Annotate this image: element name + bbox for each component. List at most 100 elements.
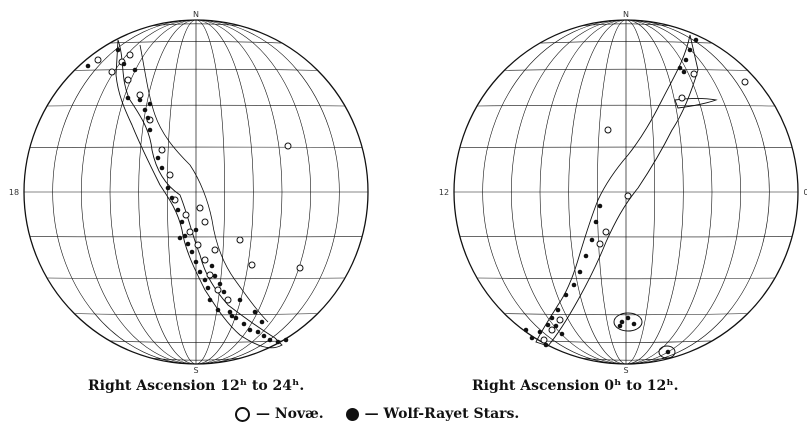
- wolf-rayet-marker: [229, 313, 235, 319]
- parallel-line: [504, 68, 748, 71]
- wolf-rayet-marker: [205, 285, 211, 291]
- wolf-rayet-marker: [553, 323, 559, 329]
- parallel-line: [477, 104, 775, 107]
- nova-marker: [201, 256, 209, 264]
- caption-right: Right Ascension 0ʰ to 12ʰ.: [472, 378, 679, 394]
- wolf-rayet-marker: [563, 292, 569, 298]
- wolf-rayet-marker: [155, 155, 161, 161]
- nova-marker: [548, 326, 556, 334]
- nova-marker: [214, 286, 222, 294]
- wolf-rayet-marker: [142, 107, 148, 113]
- wolf-rayet-marker: [115, 47, 121, 53]
- wolf-rayet-marker: [261, 333, 267, 339]
- caption-left: Right Ascension 12ʰ to 24ʰ.: [88, 378, 305, 394]
- parallel-line: [47, 277, 345, 280]
- wolf-rayet-marker: [175, 207, 181, 213]
- wolf-rayet-marker: [597, 203, 603, 209]
- wolf-rayet-marker: [665, 349, 671, 355]
- wolf-rayet-marker: [221, 289, 227, 295]
- pole-bottom-label: S: [193, 366, 198, 375]
- wolf-rayet-marker: [145, 115, 151, 121]
- wolf-rayet-marker: [215, 307, 221, 313]
- wolf-rayet-marker: [159, 165, 165, 171]
- nova-marker: [284, 142, 292, 150]
- pole-top-label: N: [623, 10, 629, 19]
- nova-marker: [206, 271, 214, 279]
- nova-marker: [596, 240, 604, 248]
- milky-way-outline: [535, 34, 699, 347]
- parallel-line: [109, 340, 283, 343]
- wolf-rayet-marker: [132, 67, 138, 73]
- nova-marker: [158, 146, 166, 154]
- side-left-label: 12: [439, 188, 449, 197]
- nova-marker: [248, 261, 256, 269]
- parallel-line: [74, 68, 318, 71]
- nova-marker: [186, 228, 194, 236]
- wolf-rayet-marker: [693, 37, 699, 43]
- nova-marker: [690, 70, 698, 78]
- wolf-rayet-marker: [617, 323, 623, 329]
- wolf-rayet-marker: [241, 321, 247, 327]
- hemisphere-right: N S 12 0: [439, 10, 807, 375]
- nova-marker: [224, 296, 232, 304]
- wolf-rayet-marker: [169, 195, 175, 201]
- wolf-rayet-marker: [549, 315, 555, 321]
- wolf-rayet-marker: [543, 342, 549, 348]
- wolf-rayet-marker: [583, 253, 589, 259]
- nova-marker: [556, 316, 564, 324]
- wolf-rayet-marker: [559, 331, 565, 337]
- milky-way-inner-line: [139, 44, 269, 323]
- wolf-rayet-marker: [85, 63, 91, 69]
- wolf-rayet-marker: [179, 219, 185, 225]
- nova-marker: [741, 78, 749, 86]
- wolf-rayet-marker: [267, 337, 273, 343]
- wolf-rayet-marker: [529, 335, 535, 341]
- nova-marker: [604, 126, 612, 134]
- wolf-rayet-marker: [681, 69, 687, 75]
- parallel-line: [109, 41, 283, 44]
- nova-symbol-icon: [235, 406, 250, 422]
- wolf-rayet-marker: [217, 281, 223, 287]
- nova-marker: [108, 68, 116, 76]
- parallel-line: [539, 340, 713, 343]
- wolf-rayet-marker: [189, 249, 195, 255]
- parallel-line: [581, 23, 671, 27]
- wolf-rayet-marker: [209, 263, 215, 269]
- parallel-line: [151, 357, 241, 361]
- wolf-rayet-marker: [177, 235, 183, 241]
- nova-marker: [126, 51, 134, 59]
- wolf-rayet-marker: [185, 241, 191, 247]
- nova-marker: [94, 56, 102, 64]
- wolf-rayet-marker: [147, 127, 153, 133]
- nova-marker: [196, 204, 204, 212]
- wolf-rayet-marker: [593, 219, 599, 225]
- wolf-rayet-marker: [202, 277, 208, 283]
- milky-way-outline: [115, 39, 283, 349]
- wolf-rayet-marker: [197, 269, 203, 275]
- parallel-line: [74, 313, 318, 316]
- wolf-rayet-marker: [577, 269, 583, 275]
- wolf-rayet-marker: [677, 65, 683, 71]
- wolf-rayet-marker: [193, 227, 199, 233]
- wolf-rayet-marker: [227, 309, 233, 315]
- side-left-label: 18: [9, 188, 19, 197]
- magellanic-cloud-outline: [658, 345, 676, 359]
- pole-top-label: N: [193, 10, 199, 19]
- wolf-rayet-marker: [212, 273, 218, 279]
- nova-marker: [194, 241, 202, 249]
- wolf-rayet-marker: [545, 322, 551, 328]
- nova-marker: [136, 91, 144, 99]
- nova-marker: [182, 211, 190, 219]
- wolf-rayet-marker: [275, 339, 281, 345]
- wolf-rayet-marker: [631, 321, 637, 327]
- wolf-rayet-marker: [237, 297, 243, 303]
- wolf-rayet-marker: [182, 233, 188, 239]
- wolf-rayet-marker: [555, 307, 561, 313]
- wolf-rayet-marker: [147, 101, 153, 107]
- nova-marker: [201, 218, 209, 226]
- legend-wolf-rayet-label: — Wolf-Rayet Stars.: [364, 406, 520, 422]
- wolf-rayet-marker: [523, 327, 529, 333]
- wolf-rayet-marker: [207, 297, 213, 303]
- nova-marker: [296, 264, 304, 272]
